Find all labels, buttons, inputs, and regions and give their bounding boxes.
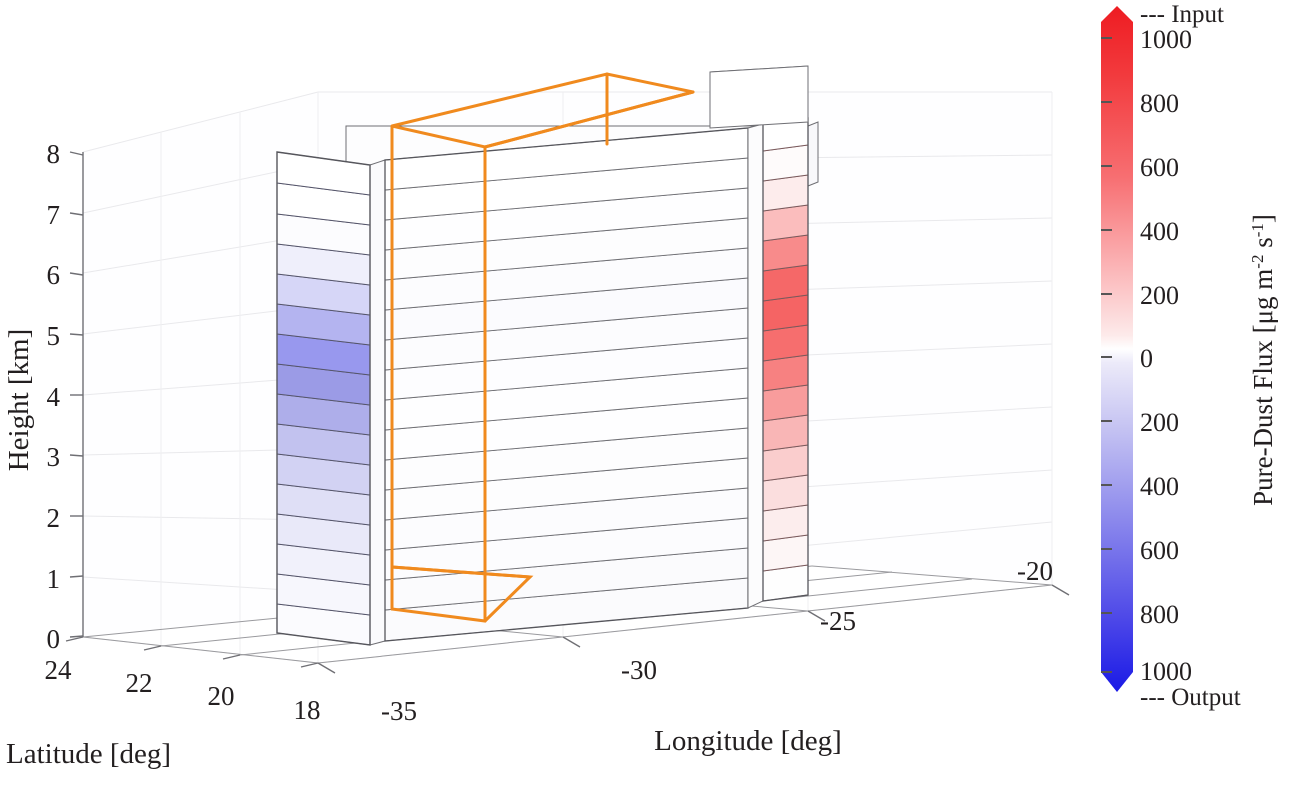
output-west-curtain (276, 151, 386, 646)
colorbar-label: Pure-Dust Flux [μg m-2 s-1] (1248, 214, 1278, 506)
colorbar-tick-400-top: 400 (1140, 217, 1179, 246)
x-tick--30: -30 (621, 655, 657, 685)
z-tick-7: 7 (47, 200, 61, 230)
orange-domain-box (390, 72, 695, 623)
colorbar-tick-800-top: 800 (1140, 89, 1179, 118)
z-tick-8: 8 (47, 139, 61, 169)
z-tick-5: 5 (47, 321, 61, 351)
x-tick--25: -25 (820, 606, 856, 636)
colorbar-input-marker: --- Input (1140, 1, 1224, 28)
colorbar-label-s: s (1248, 237, 1278, 254)
y-tick-22: 22 (126, 668, 153, 698)
colorbar-label-close: ] (1248, 214, 1278, 223)
back-right-panel (709, 65, 809, 129)
y-tick-20: 20 (208, 681, 235, 711)
x-axis-label: Longitude [deg] (654, 725, 842, 757)
colorbar-label-exp2: -1 (1248, 223, 1267, 237)
y-tick-18: 18 (294, 695, 321, 725)
colorbar-output-marker: --- Output (1140, 684, 1241, 711)
z-tick-0: 0 (47, 624, 61, 654)
colorbar-ticks (1101, 37, 1112, 673)
colorbar-tick-0: 0 (1140, 344, 1153, 373)
z-axis-label: Height [km] (3, 329, 35, 472)
x-tick--20: -20 (1017, 556, 1053, 586)
z-axis (69, 151, 84, 638)
colorbar-tick-400-bot: 400 (1140, 472, 1179, 501)
front-north-curtain (384, 127, 749, 642)
colorbar-tick-200-top: 200 (1140, 281, 1179, 310)
colorbar-label-mu: μg m (1248, 269, 1278, 325)
x-tick--35: -35 (381, 696, 417, 726)
colorbar[interactable] (1101, 6, 1133, 692)
colorbar-tick-600-top: 600 (1140, 153, 1179, 182)
y-axis-label: Latitude [deg] (6, 738, 171, 770)
z-tick-4: 4 (47, 382, 61, 412)
y-axis-ticks (65, 636, 319, 668)
z-tick-2: 2 (47, 503, 61, 533)
input-east-curtain (709, 65, 809, 609)
z-tick-3: 3 (47, 442, 61, 472)
colorbar-tick-1000-bot: 1000 (1140, 657, 1192, 686)
colorbar-tick-800-bot: 800 (1140, 600, 1179, 629)
colorbar-tick-600-bot: 600 (1140, 536, 1179, 565)
colorbar-label-exp1: -2 (1248, 255, 1267, 269)
colorbar-tick-200-bot: 200 (1140, 408, 1179, 437)
y-tick-24: 24 (45, 655, 73, 685)
colorbar-tick-1000-top: 1000 (1140, 25, 1192, 54)
z-tick-6: 6 (47, 260, 61, 290)
x-axis-ticks (317, 584, 1070, 674)
colorbar-label-main: Pure-Dust Flux [ (1248, 324, 1278, 506)
z-tick-1: 1 (47, 564, 61, 594)
